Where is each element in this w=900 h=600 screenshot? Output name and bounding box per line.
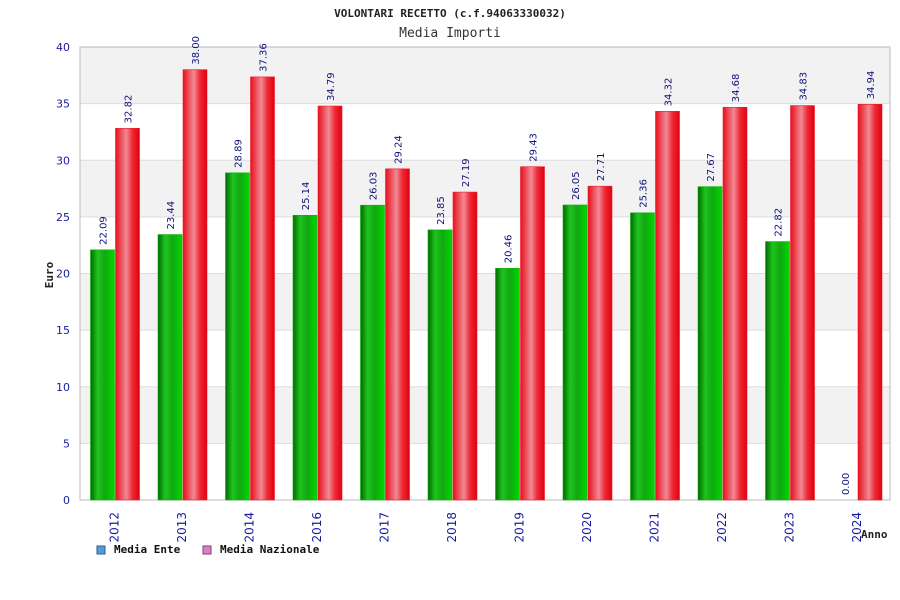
data-label: 38.00: [191, 36, 202, 65]
data-label: 34.94: [866, 71, 877, 100]
bar-media-nazionale: [250, 76, 275, 501]
legend-label-nazionale: Media Nazionale: [220, 543, 320, 556]
y-tick-label: 30: [56, 154, 70, 167]
legend-swatch-nazionale: [202, 545, 212, 555]
y-axis-label: Euro: [43, 261, 56, 288]
data-label: 32.82: [124, 95, 135, 124]
x-tick-label: 2023: [783, 512, 797, 543]
bar-media-nazionale: [317, 105, 343, 501]
data-label: 37.36: [259, 43, 270, 72]
x-tick-label: 2018: [445, 512, 459, 543]
chart-title: VOLONTARI RECETTO (c.f.94063330032): [334, 7, 566, 20]
y-tick-label: 25: [56, 211, 70, 224]
bar-media-ente: [697, 186, 723, 501]
data-label: 25.36: [639, 179, 650, 208]
data-labels-group: 22.09 32.82 23.44 38.00 28.89 37.36 25.14 34.79…: [99, 36, 878, 495]
bar-media-ente: [225, 172, 250, 501]
data-label: 34.68: [731, 74, 742, 103]
bar-media-nazionale: [790, 105, 815, 501]
x-tick-label: 2016: [310, 512, 324, 543]
bar-media-nazionale: [722, 106, 748, 501]
data-label: 0.00: [841, 473, 852, 495]
data-label: 20.46: [504, 235, 515, 264]
bar-media-nazionale: [520, 166, 545, 501]
bar-media-nazionale: [115, 128, 140, 501]
legend: Media Ente Media Nazionale: [96, 543, 320, 556]
plot-band: [80, 273, 890, 331]
chart-subtitle: Media Importi: [399, 26, 501, 41]
legend-swatch-ente: [96, 545, 106, 555]
data-label: 34.83: [799, 72, 810, 101]
bar-media-ente: [360, 204, 385, 501]
x-tick-label: 2017: [378, 512, 392, 543]
x-tick-label: 2020: [580, 512, 594, 543]
bar-media-nazionale: [182, 69, 208, 501]
x-tick-label: 2022: [715, 512, 729, 543]
x-tick-label: 2021: [648, 512, 662, 543]
x-axis-ticks: 2012 2013 2014 2016 2017 2018 2019 2020 2021 2022…: [108, 512, 865, 543]
x-tick-label: 2013: [175, 512, 189, 543]
data-label: 27.19: [461, 158, 472, 187]
y-tick-label: 40: [56, 41, 70, 54]
bar-media-ente: [630, 212, 655, 501]
y-tick-label: 5: [63, 437, 70, 450]
data-label: 22.09: [99, 216, 110, 245]
bar-media-nazionale: [385, 168, 410, 501]
x-tick-label: 2024: [850, 512, 864, 543]
bar-media-nazionale: [857, 104, 883, 501]
data-label: 26.03: [369, 172, 380, 201]
plot-band: [80, 103, 890, 161]
plot-border: [79, 46, 891, 501]
x-tick-label: 2012: [108, 512, 122, 543]
y-tick-label: 0: [63, 494, 70, 507]
y-tick-label: 10: [56, 381, 70, 394]
plot-band: [80, 386, 890, 444]
data-label: 25.14: [301, 182, 312, 211]
data-label: 26.05: [571, 171, 582, 200]
x-tick-label: 2014: [243, 512, 257, 543]
plot-band: [80, 160, 890, 217]
bar-media-ente: [765, 241, 790, 501]
data-label: 22.82: [774, 208, 785, 237]
bars-group: [90, 69, 883, 501]
gridlines: [79, 46, 891, 501]
bar-media-ente: [157, 234, 183, 501]
data-label: 23.85: [436, 196, 447, 225]
bar-media-nazionale: [655, 111, 680, 501]
plot-band: [80, 443, 890, 500]
data-label: 27.71: [596, 153, 607, 182]
bar-media-ente: [90, 249, 115, 501]
data-label: 29.43: [529, 133, 540, 162]
data-label: 34.32: [664, 78, 675, 107]
data-label: 29.24: [394, 135, 405, 164]
plot-band: [80, 330, 890, 387]
y-tick-label: 20: [56, 268, 70, 281]
data-label: 34.79: [326, 72, 337, 101]
bar-media-nazionale: [587, 185, 613, 501]
data-label: 27.67: [706, 153, 717, 182]
bar-media-ente: [495, 267, 520, 501]
bar-media-ente: [562, 204, 588, 501]
y-tick-label: 15: [56, 324, 70, 337]
bar-media-ente: [427, 229, 453, 501]
data-label: 28.89: [234, 139, 245, 168]
x-axis-label: Anno: [861, 528, 888, 541]
x-tick-label: 2019: [513, 512, 527, 543]
legend-label-ente: Media Ente: [114, 543, 181, 556]
bar-media-ente: [292, 214, 318, 501]
plot-band: [80, 216, 890, 274]
y-axis-ticks: 0 5 10 15 20 25 30 35 40: [56, 41, 70, 507]
plot-background: [80, 47, 890, 500]
data-label: 23.44: [166, 201, 177, 230]
y-tick-label: 35: [56, 98, 70, 111]
bar-media-nazionale: [452, 191, 478, 501]
plot-band: [80, 47, 890, 104]
